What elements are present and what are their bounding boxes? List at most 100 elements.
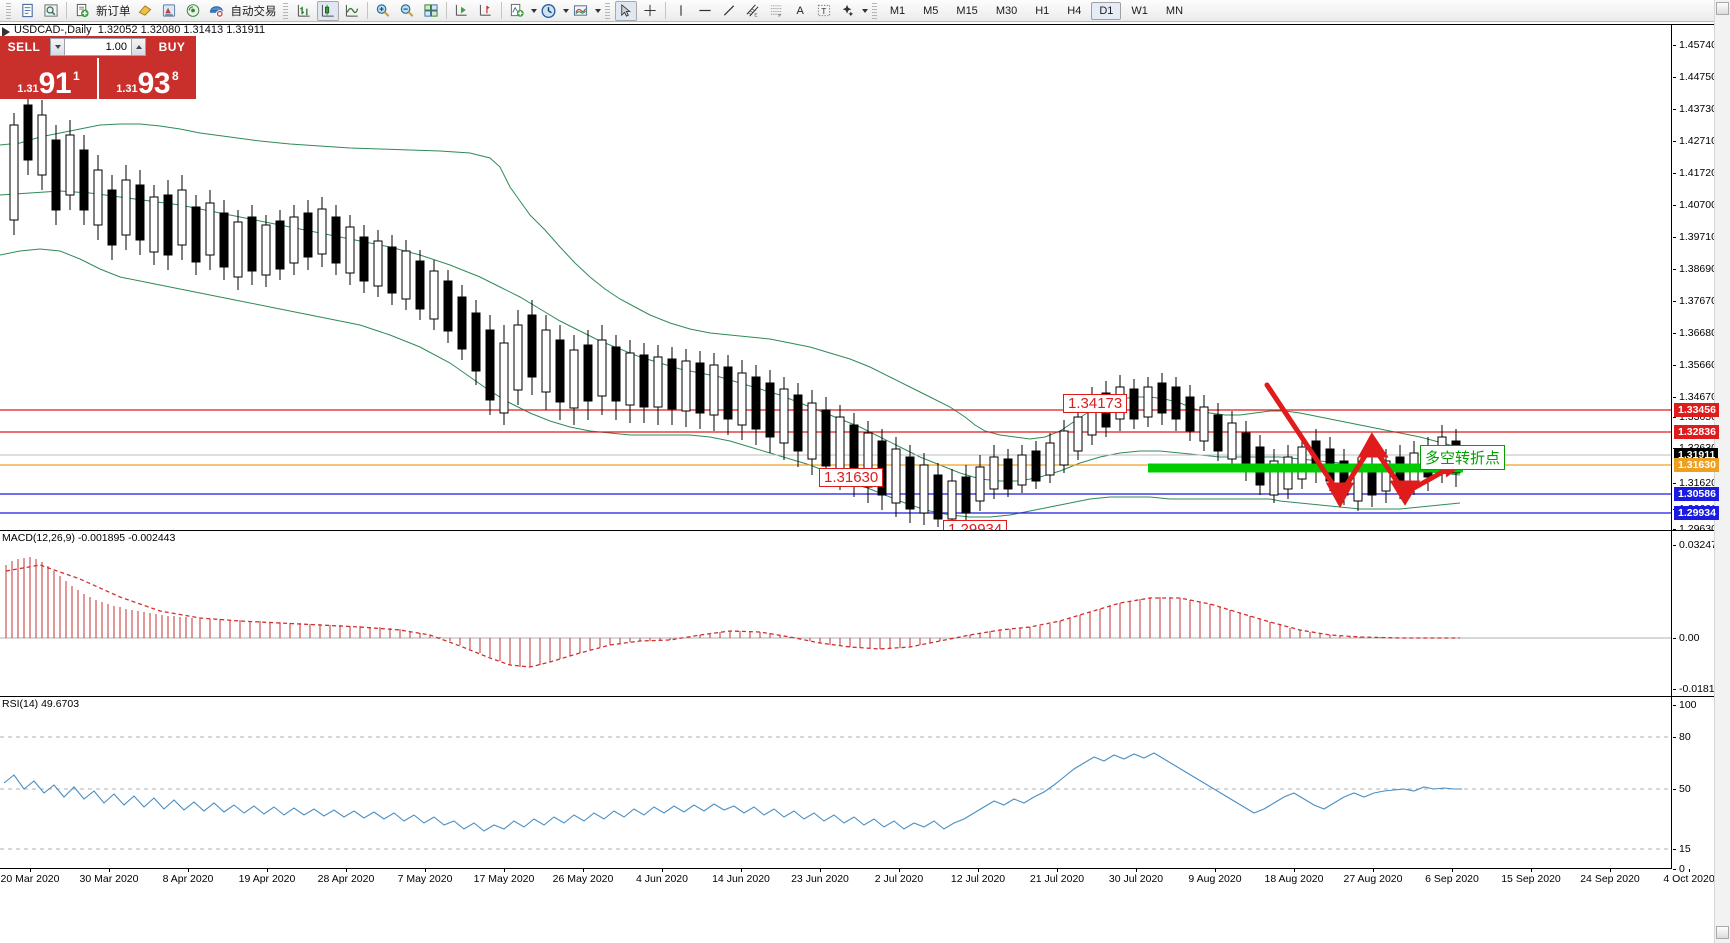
scroll-down-button[interactable] [1716,926,1729,939]
templates-icon[interactable] [570,1,592,21]
macd-tick: 0.032478 [1673,539,1723,551]
sell-price-sup: 1 [73,69,80,83]
price-tick: 1.31620 [1673,477,1717,489]
toolbar-separator-3 [366,2,368,19]
date-label: 8 Apr 2020 [162,873,214,885]
volume-increment-button[interactable] [131,38,146,56]
price-tick: 1.45740 [1673,39,1717,51]
tile-windows-icon[interactable] [420,1,442,21]
volume-stepper[interactable]: 1.00 [48,36,148,58]
sell-price-display[interactable]: 1.31 91 1 [0,58,97,99]
arrows-icon[interactable] [837,1,859,21]
templates-dropdown-icon[interactable] [594,8,601,13]
date-label: 24 Sep 2020 [1580,873,1640,885]
rsi-plot[interactable] [0,697,1672,868]
date-label: 6 Sep 2020 [1425,873,1479,885]
crosshair-icon[interactable] [639,1,661,21]
chevron-up-icon [135,45,142,49]
price-chart-svg [0,95,1671,527]
rsi-tick: 80 [1673,731,1691,743]
indicators-dropdown-icon[interactable] [530,8,537,13]
date-axis[interactable]: 20 Mar 2020 30 Mar 2020 8 Apr 2020 19 Ap… [0,868,1715,890]
price-tick: 1.44750 [1673,71,1717,83]
fibonacci-retracement-icon[interactable]: F [766,1,788,21]
price-tick: 1.34670 [1673,391,1717,403]
timeframe-mn[interactable]: MN [1165,4,1184,17]
date-label: 27 Aug 2020 [1343,873,1403,885]
new-chart-icon[interactable] [16,1,38,21]
date-label: 18 Aug 2020 [1264,873,1324,885]
candlestick-chart-icon[interactable] [316,0,339,21]
arrows-dropdown-icon[interactable] [861,8,868,13]
toolbar-grip-3[interactable] [604,2,610,19]
period-icon[interactable] [538,1,560,21]
timeframe-d1[interactable]: D1 [1091,1,1122,20]
rsi-tick: 100 [1673,699,1697,711]
date-label: 26 May 2020 [552,873,614,885]
navigator-icon[interactable] [158,1,180,21]
date-label: 30 Jul 2020 [1108,873,1164,885]
chart-cursor-arrow-icon [2,27,10,37]
rsi-tick: 15 [1673,843,1691,855]
chart-header-info: USDCAD-,Daily 1.32052 1.32080 1.31413 1.… [0,24,265,36]
metaeditor-icon[interactable] [134,1,156,21]
price-tick: 1.37670 [1673,295,1717,307]
date-label: 30 Mar 2020 [79,873,139,885]
auto-scroll-icon[interactable] [451,1,473,21]
trendline-icon[interactable] [718,1,740,21]
macd-plot[interactable] [0,531,1672,696]
toolbar-separator-4 [445,2,447,19]
equidistant-channel-icon[interactable]: E [742,1,764,21]
zoom-out-icon[interactable] [396,1,418,21]
indicators-icon[interactable] [506,1,528,21]
profiles-icon[interactable] [40,1,62,21]
price-plot[interactable]: 1.34173 1.31630 1.29934 多空转折点 [0,25,1672,530]
one-click-trading-panel[interactable]: SELL 1.00 BUY 1.31 91 1 1.31 93 8 [0,36,196,99]
date-label: 4 Jun 2020 [636,873,688,885]
bar-chart-icon[interactable] [293,1,315,21]
rsi-axis[interactable]: 100 80 50 15 0 [1673,697,1730,875]
rsi-tick: 0 [1673,863,1685,875]
timeframe-m15[interactable]: M15 [956,4,978,17]
vertical-line-icon[interactable] [670,1,692,21]
scroll-up-button[interactable] [1716,2,1729,15]
toolbar-grip-2[interactable] [282,2,288,19]
buy-price-display[interactable]: 1.31 93 8 [97,58,196,99]
candlesticks [9,95,1461,527]
price-axis[interactable]: 1.45740 1.44750 1.43730 1.42710 1.41720 … [1673,25,1730,535]
period-dropdown-icon[interactable] [562,8,569,13]
trend-arrows [1264,382,1467,509]
toolbar-grip[interactable] [6,2,11,19]
chart-shift-icon[interactable] [475,1,497,21]
autotrading-label: 自动交易 [230,5,277,18]
timeframe-m5[interactable]: M5 [923,4,939,17]
volume-decrement-button[interactable] [50,38,65,56]
macd-pane[interactable]: MACD(12,26,9) -0.001895 -0.002443 [0,530,1730,696]
sell-button[interactable]: SELL [0,36,48,58]
rsi-pane[interactable]: RSI(14) 49.6703 100 80 50 15 0 [0,696,1730,875]
new-order-button[interactable] [71,1,93,21]
chart-container[interactable]: 1.34173 1.31630 1.29934 多空转折点 1.45740 1.… [0,22,1730,943]
timeframe-h1[interactable]: H1 [1035,4,1050,17]
buy-button[interactable]: BUY [148,36,196,58]
timeframe-h4[interactable]: H4 [1067,4,1082,17]
signals-icon[interactable] [182,1,204,21]
date-label: 7 May 2020 [397,873,453,885]
line-chart-icon[interactable] [341,1,363,21]
zoom-in-icon[interactable] [372,1,394,21]
price-pane[interactable]: 1.34173 1.31630 1.29934 多空转折点 1.45740 1.… [0,24,1730,535]
horizontal-line-icon[interactable] [694,1,716,21]
text-label-icon[interactable]: T [813,1,835,21]
autotrading-button[interactable] [206,1,228,21]
toolbar-separator [66,2,67,19]
price-level-badge-132836: 1.32836 [1674,425,1719,439]
timeframe-w1[interactable]: W1 [1131,4,1148,17]
text-icon[interactable]: A [796,4,804,17]
timeframe-m1[interactable]: M1 [889,4,906,17]
timeframe-m30[interactable]: M30 [995,4,1018,17]
toolbar-grip-4[interactable] [871,2,877,19]
rsi-tick: 50 [1673,783,1691,795]
cursor-icon[interactable] [614,0,637,21]
volume-input[interactable]: 1.00 [65,38,131,56]
sell-price-prefix: 1.31 [17,83,39,95]
